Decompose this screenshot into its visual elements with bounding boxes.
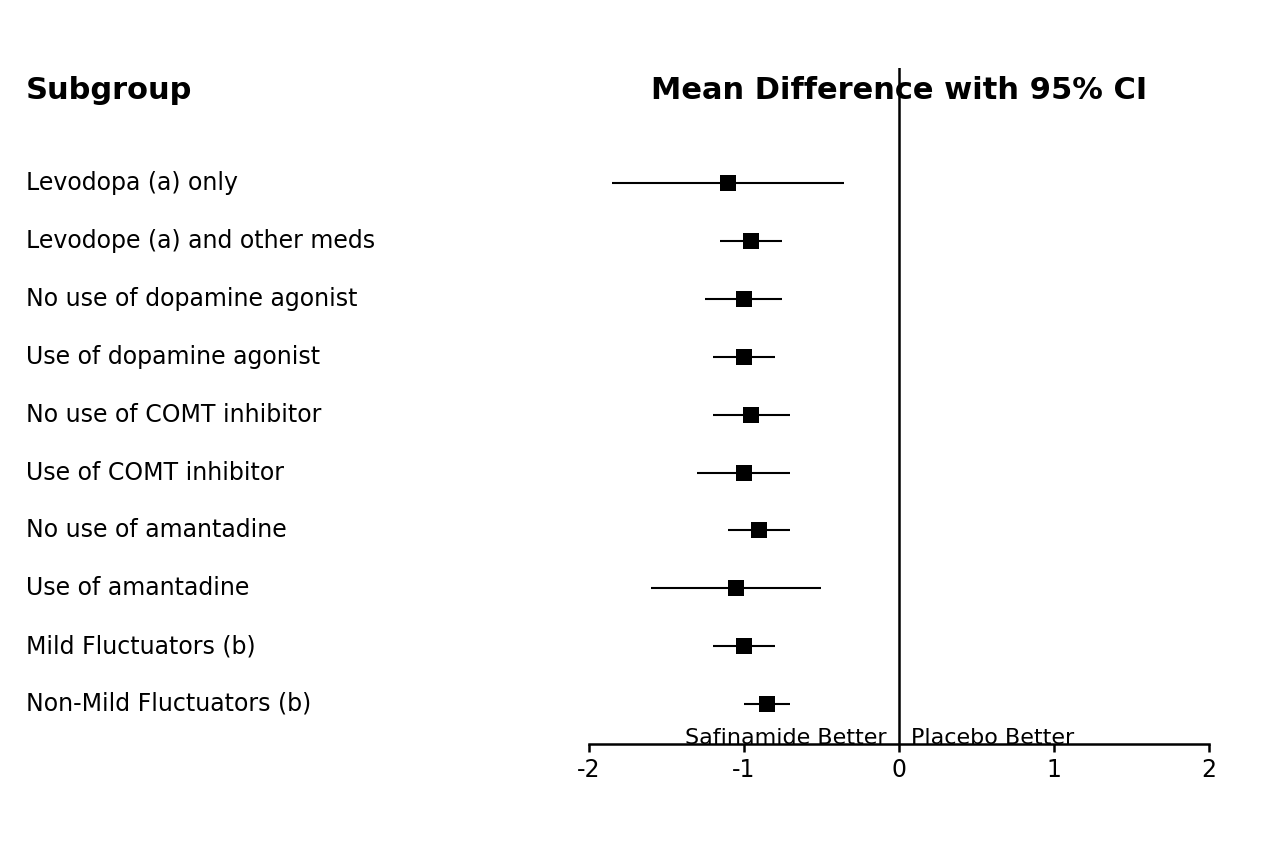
Text: Levodope (a) and other meds: Levodope (a) and other meds [26,229,375,253]
Text: Mean Difference with 95% CI: Mean Difference with 95% CI [651,76,1146,106]
Text: No use of COMT inhibitor: No use of COMT inhibitor [26,403,322,426]
Text: Subgroup: Subgroup [26,76,192,106]
Text: Use of amantadine: Use of amantadine [26,576,249,601]
Text: No use of dopamine agonist: No use of dopamine agonist [26,287,357,311]
Text: No use of amantadine: No use of amantadine [26,519,287,542]
Text: Mild Fluctuators (b): Mild Fluctuators (b) [26,634,255,658]
Text: Use of COMT inhibitor: Use of COMT inhibitor [26,460,283,485]
Text: Levodopa (a) only: Levodopa (a) only [26,172,237,195]
Text: Use of dopamine agonist: Use of dopamine agonist [26,345,320,369]
Text: Non-Mild Fluctuators (b): Non-Mild Fluctuators (b) [26,692,311,716]
Text: Safinamide Better: Safinamide Better [685,728,886,748]
Text: Placebo Better: Placebo Better [911,728,1075,748]
